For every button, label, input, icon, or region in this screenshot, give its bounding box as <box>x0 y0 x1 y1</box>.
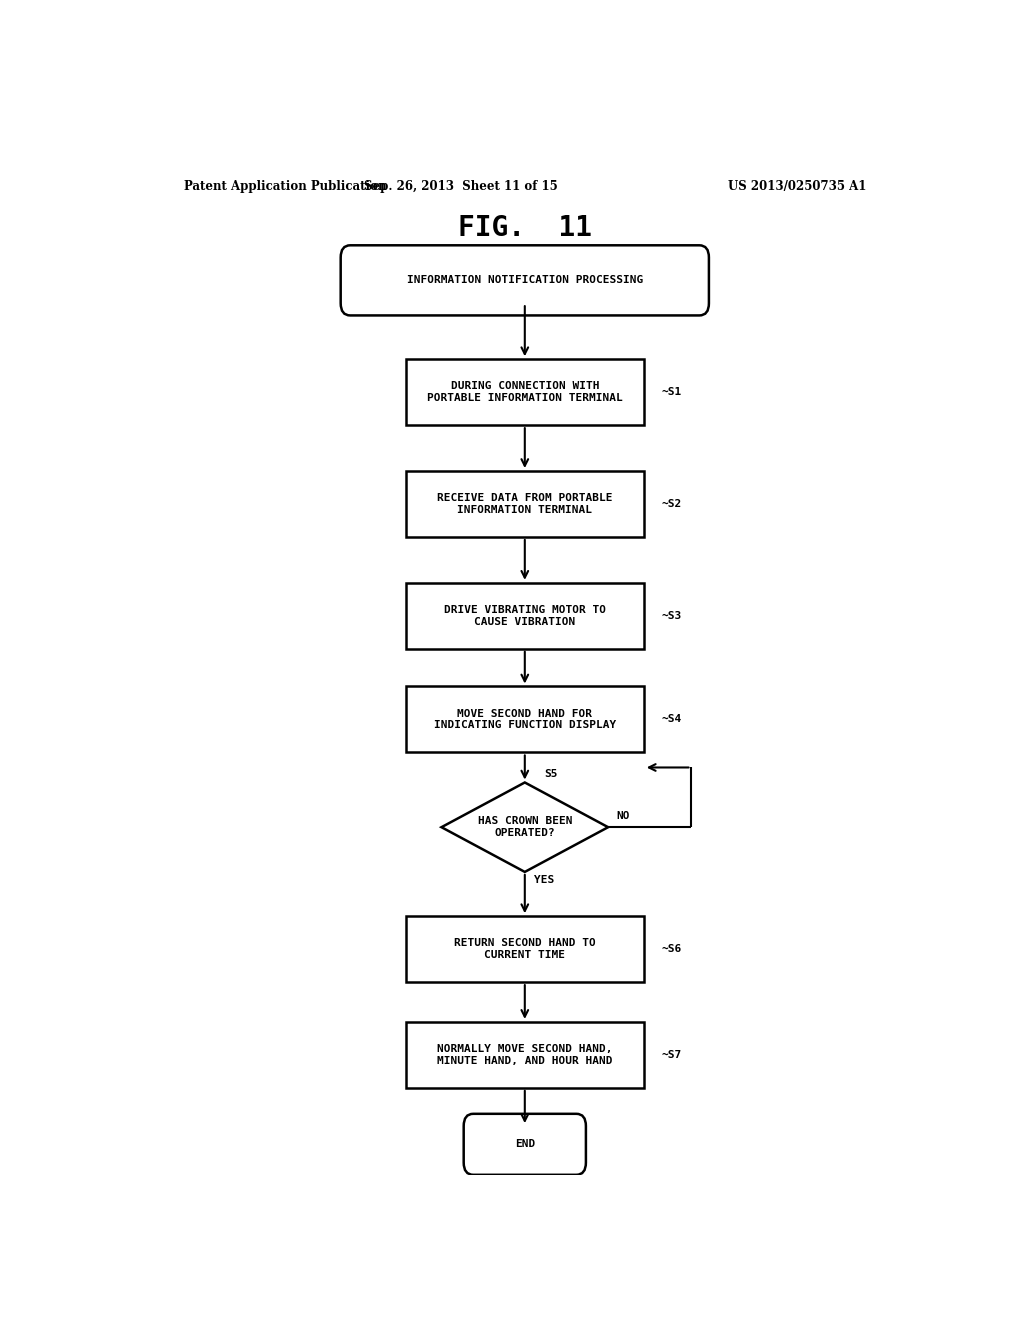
Text: ~S4: ~S4 <box>662 714 682 725</box>
Bar <box>406 686 644 752</box>
Bar <box>406 359 644 425</box>
Text: INFORMATION NOTIFICATION PROCESSING: INFORMATION NOTIFICATION PROCESSING <box>407 276 643 285</box>
Bar <box>406 916 644 982</box>
Text: RECEIVE DATA FROM PORTABLE
INFORMATION TERMINAL: RECEIVE DATA FROM PORTABLE INFORMATION T… <box>437 494 612 515</box>
Text: S5: S5 <box>545 770 558 779</box>
Text: YES: YES <box>535 875 555 884</box>
Text: HAS CROWN BEEN
OPERATED?: HAS CROWN BEEN OPERATED? <box>477 816 572 838</box>
Text: DURING CONNECTION WITH
PORTABLE INFORMATION TERMINAL: DURING CONNECTION WITH PORTABLE INFORMAT… <box>427 381 623 403</box>
Text: MOVE SECOND HAND FOR
INDICATING FUNCTION DISPLAY: MOVE SECOND HAND FOR INDICATING FUNCTION… <box>434 709 615 730</box>
Text: NORMALLY MOVE SECOND HAND,
MINUTE HAND, AND HOUR HAND: NORMALLY MOVE SECOND HAND, MINUTE HAND, … <box>437 1044 612 1065</box>
Text: DRIVE VIBRATING MOTOR TO
CAUSE VIBRATION: DRIVE VIBRATING MOTOR TO CAUSE VIBRATION <box>443 605 606 627</box>
Text: RETURN SECOND HAND TO
CURRENT TIME: RETURN SECOND HAND TO CURRENT TIME <box>454 939 596 960</box>
Text: END: END <box>515 1139 535 1150</box>
Text: ~S6: ~S6 <box>662 944 682 954</box>
Polygon shape <box>441 783 608 873</box>
Text: ~S7: ~S7 <box>662 1049 682 1060</box>
Text: ~S2: ~S2 <box>662 499 682 510</box>
Text: Patent Application Publication: Patent Application Publication <box>183 181 386 193</box>
Bar <box>406 471 644 537</box>
Text: FIG.  11: FIG. 11 <box>458 214 592 242</box>
Bar <box>406 1022 644 1088</box>
Text: NO: NO <box>616 810 630 821</box>
Text: US 2013/0250735 A1: US 2013/0250735 A1 <box>728 181 866 193</box>
Text: ~S1: ~S1 <box>662 387 682 397</box>
FancyBboxPatch shape <box>464 1114 586 1175</box>
Text: ~S3: ~S3 <box>662 611 682 620</box>
Text: Sep. 26, 2013  Sheet 11 of 15: Sep. 26, 2013 Sheet 11 of 15 <box>365 181 558 193</box>
FancyBboxPatch shape <box>341 246 709 315</box>
Bar <box>406 582 644 649</box>
